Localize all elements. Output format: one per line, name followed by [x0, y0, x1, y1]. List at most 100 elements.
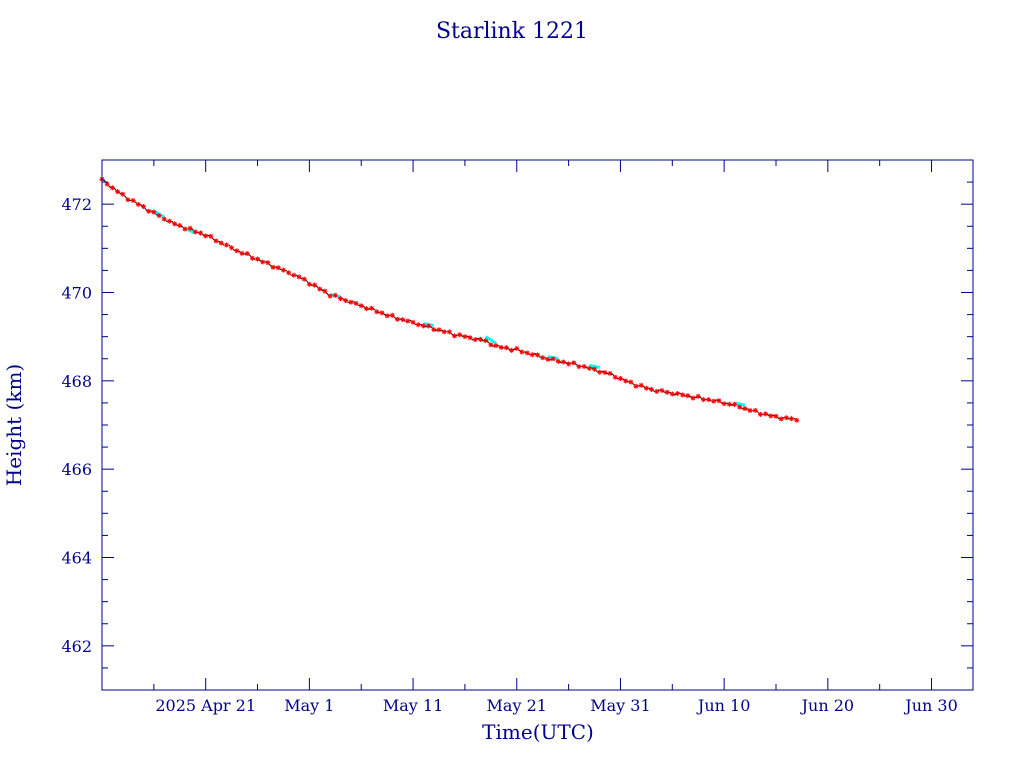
y-tick-label: 462 — [61, 637, 92, 656]
data-point-marker — [669, 391, 675, 397]
data-point-marker — [389, 312, 395, 318]
x-tick-label: May 11 — [383, 696, 443, 715]
data-point-marker — [467, 335, 473, 341]
data-point-marker — [638, 382, 644, 388]
data-point-marker — [706, 397, 712, 403]
data-point-marker — [332, 292, 338, 298]
y-tick-label: 464 — [61, 549, 92, 568]
ticks-layer — [102, 159, 973, 691]
data-point-marker — [369, 305, 375, 311]
data-point-marker — [343, 298, 349, 304]
data-point-marker — [286, 270, 292, 276]
data-point-marker — [560, 359, 566, 365]
data-point-marker — [161, 216, 167, 222]
data-point-marker — [732, 401, 738, 407]
y-tick-label: 468 — [61, 372, 92, 391]
data-point-marker — [353, 300, 359, 306]
data-point-marker — [690, 395, 696, 401]
data-point-marker — [519, 349, 525, 355]
x-tick-label: 2025 Apr 21 — [155, 696, 256, 715]
data-point-marker — [602, 370, 608, 376]
data-point-marker — [457, 332, 463, 338]
x-tick-label: May 1 — [284, 696, 334, 715]
data-point-marker — [441, 329, 447, 335]
data-point-marker — [213, 238, 219, 244]
data-point-marker — [395, 316, 401, 322]
data-point-marker — [280, 267, 286, 273]
y-tick-label: 466 — [61, 460, 92, 479]
data-point-marker — [711, 398, 717, 404]
height-series-line — [101, 178, 797, 421]
data-point-marker — [296, 274, 302, 280]
x-tick-label: May 21 — [487, 696, 547, 715]
x-tick-label: Jun 10 — [696, 696, 750, 715]
data-point-marker — [612, 374, 618, 380]
data-point-marker — [312, 282, 318, 288]
data-point-marker — [327, 293, 333, 299]
data-point-marker — [135, 201, 141, 207]
data-point-marker — [571, 360, 577, 366]
tick-labels: 2025 Apr 21 May 1 May 11 May 21 May 31 Jun 10… — [61, 195, 957, 715]
data-point-marker — [524, 350, 530, 356]
data-point-marker — [628, 379, 634, 385]
x-tick-label: Jun 20 — [800, 696, 854, 715]
chart-title: Starlink 1221 — [436, 19, 588, 44]
data-point-marker — [410, 319, 416, 325]
highlight-segment — [484, 335, 497, 345]
data-point-marker — [488, 342, 494, 348]
data-point-marker — [509, 347, 515, 353]
data-point-marker — [617, 375, 623, 381]
data-point-marker — [166, 218, 172, 224]
data-point-marker — [187, 225, 193, 231]
data-point-marker — [306, 281, 312, 287]
data-point-marker — [156, 213, 162, 219]
data-point-marker — [493, 343, 499, 349]
data-point-marker — [203, 233, 209, 239]
data-point-marker — [545, 356, 551, 362]
data-point-marker — [358, 303, 364, 309]
data-point-marker — [742, 406, 748, 412]
x-tick-label: Jun 30 — [903, 696, 957, 715]
data-point-marker — [374, 309, 380, 315]
data-point-marker — [674, 391, 680, 397]
data-point-marker — [778, 416, 784, 422]
data-point-marker — [566, 361, 572, 367]
data-point-marker — [301, 276, 307, 282]
data-point-marker — [685, 393, 691, 399]
data-point-marker — [607, 370, 613, 376]
data-point-marker — [239, 250, 245, 256]
data-point-marker — [415, 322, 421, 328]
data-point-marker — [223, 242, 229, 248]
data-point-marker — [130, 197, 136, 203]
highlight-segment — [589, 363, 601, 370]
x-axis-title: Time(UTC) — [482, 720, 594, 744]
data-point-marker — [576, 364, 582, 370]
data-point-marker — [151, 209, 157, 215]
data-point-marker — [275, 265, 281, 271]
data-point-marker — [472, 337, 478, 343]
data-point-marker — [716, 398, 722, 404]
data-point-marker — [768, 413, 774, 419]
data-point-marker — [529, 352, 535, 358]
data-point-marker — [182, 226, 188, 232]
data-point-marker — [172, 221, 178, 227]
data-point-marker — [234, 248, 240, 254]
data-point-marker — [498, 344, 504, 350]
data-point-marker — [337, 296, 343, 302]
data-point-marker — [436, 327, 442, 333]
data-point-marker — [265, 260, 271, 266]
data-point-marker — [348, 299, 354, 305]
data-point-marker — [794, 417, 800, 423]
data-point-marker — [695, 393, 701, 399]
data-point-marker — [420, 323, 426, 329]
data-point-marker — [503, 345, 509, 351]
data-point-marker — [400, 317, 406, 323]
data-point-marker — [120, 191, 126, 197]
data-point-marker — [322, 288, 328, 294]
data-point-marker — [255, 256, 261, 262]
data-point-marker — [659, 388, 665, 394]
data-point-marker — [726, 401, 732, 407]
data-point-marker — [260, 259, 266, 265]
data-point-marker — [586, 365, 592, 371]
